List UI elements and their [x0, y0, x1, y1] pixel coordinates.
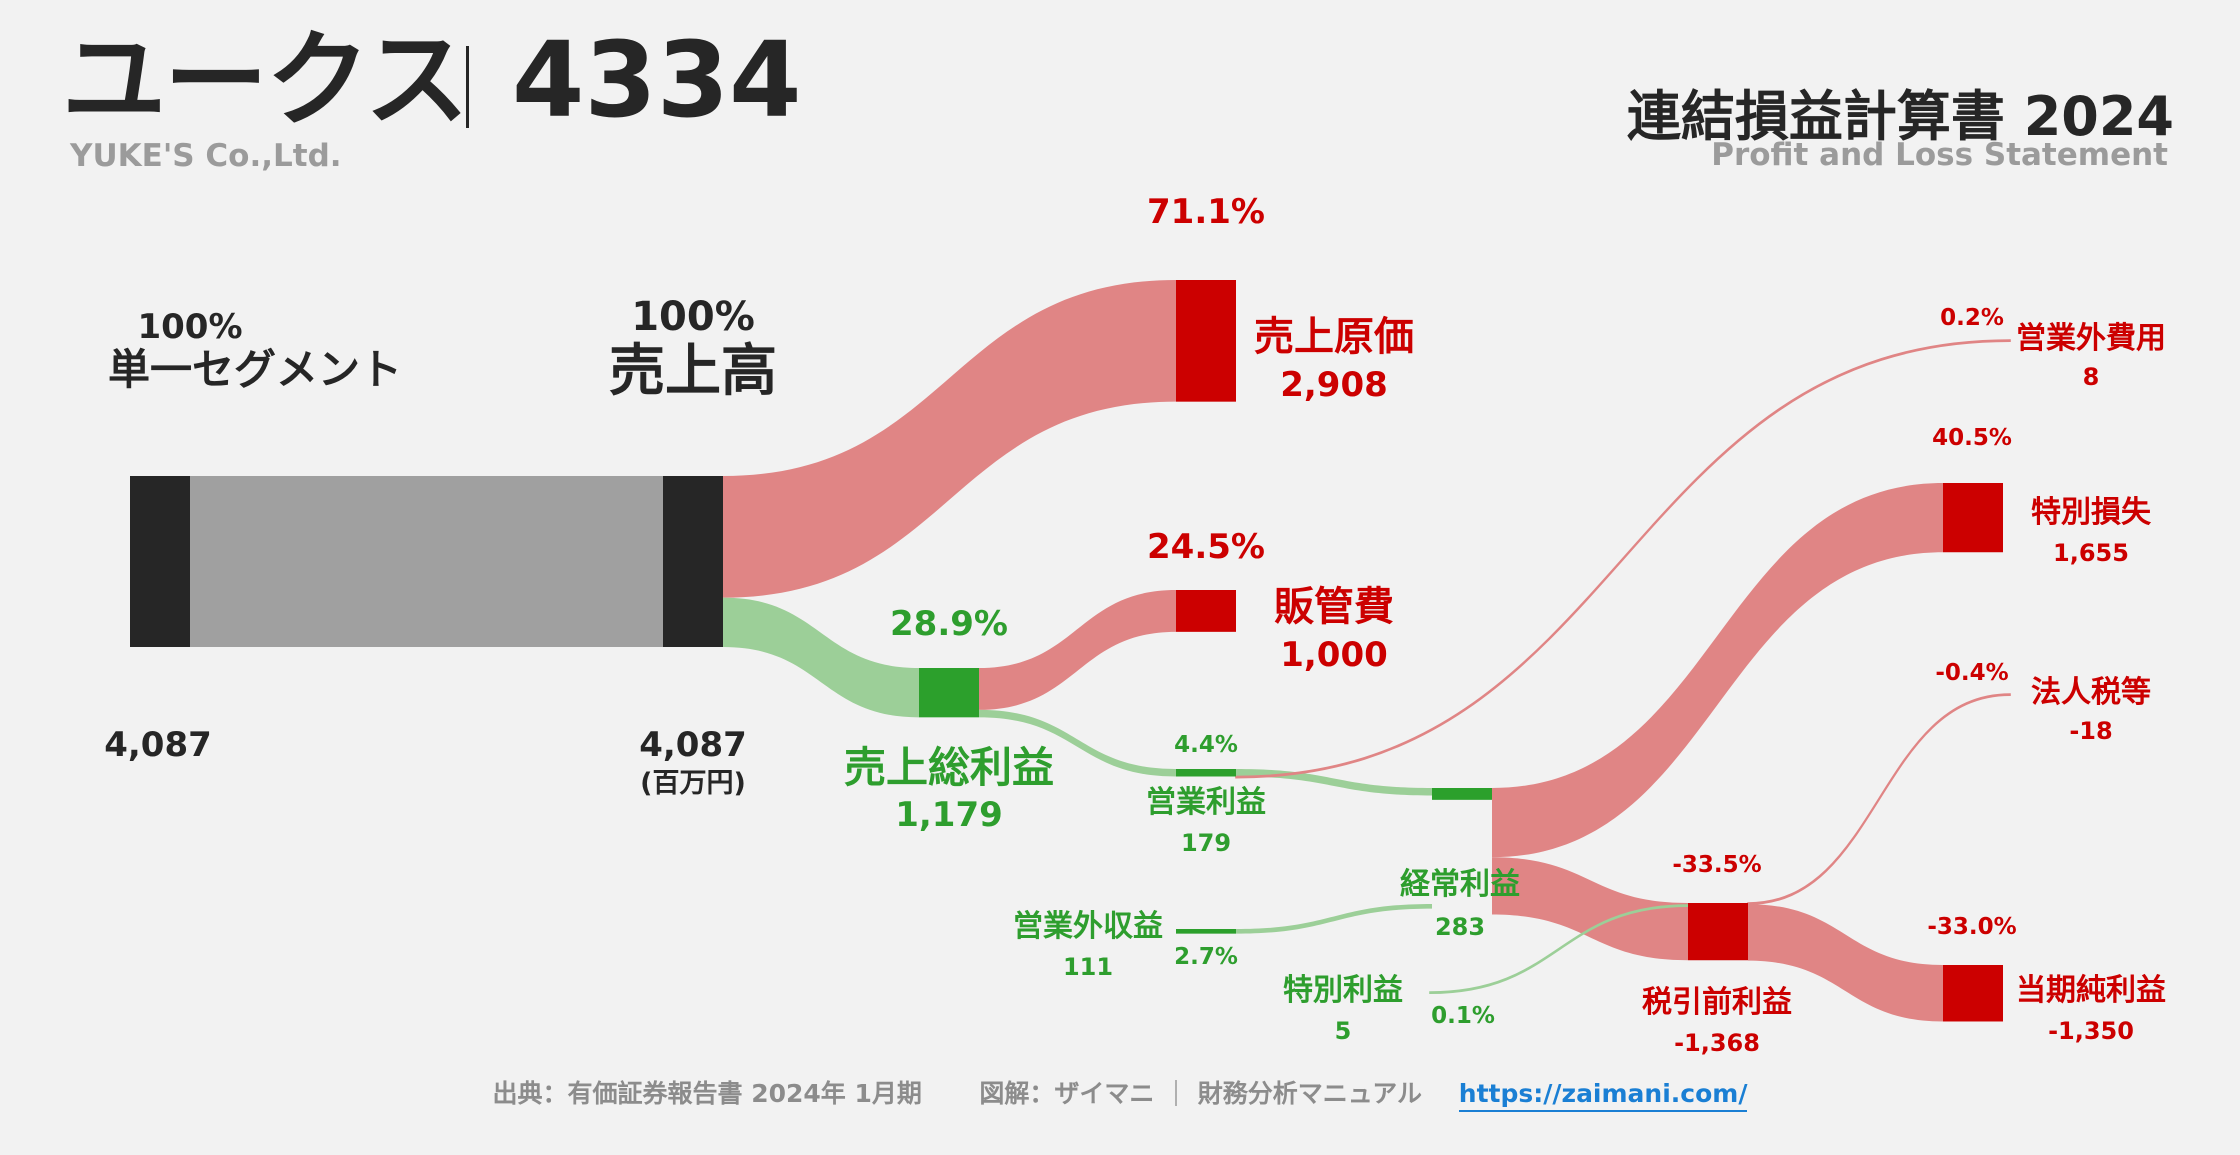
segment-value-label: 4,087 [104, 725, 212, 765]
nonop-expense-value-label: 8 [2082, 363, 2100, 391]
segment-percent-label: 100% [137, 307, 243, 347]
sga-percent-label: 24.5% [1147, 527, 1265, 567]
flow-gross-to-sga [979, 590, 1176, 710]
special-loss-percent-label: 40.5% [1932, 425, 2012, 451]
bar-segment [130, 476, 190, 647]
net-percent-label: -33.0% [1927, 914, 2017, 940]
cogs-percent-label: 71.1% [1147, 192, 1265, 232]
flow-revenue-to-gross [723, 597, 919, 718]
special-income-name-label: 特別利益 [1283, 973, 1403, 1008]
stock-code: 4334 [512, 19, 802, 141]
special-loss-value-label: 1,655 [2053, 539, 2129, 567]
unit-label: (百万円) [640, 768, 746, 799]
revenue-percent-label: 100% [631, 294, 755, 340]
footer: 出典：有価証券報告書 2024年 1月期 図解：ザイマニ 財務分析マニュアル h… [0, 1074, 2240, 1112]
revenue-value-label: 4,087 [639, 725, 747, 765]
pretax-value-label: -1,368 [1674, 1029, 1760, 1057]
bar-op [1176, 769, 1236, 777]
special-income-value-label: 5 [1334, 1017, 1352, 1045]
company-name: ユークス [62, 19, 469, 141]
flow-segment-to-revenue [190, 476, 663, 647]
special-income-percent-label: 0.1% [1431, 1003, 1495, 1029]
flow-revenue-to-cogs [723, 280, 1176, 598]
company-name-en: YUKE'S Co.,Ltd. [70, 138, 342, 174]
flow-pretax-to-tax [1747, 693, 2011, 906]
ordinary-value-label: 283 [1434, 913, 1486, 941]
revenue-name-label: 売上高 [609, 339, 777, 404]
footer-site-name: 財務分析マニュアル [1197, 1079, 1423, 1108]
flow-ordinary-to-pretax [1492, 857, 1688, 961]
bar-sga [1176, 590, 1236, 632]
gross-name-label: 売上総利益 [843, 743, 1055, 792]
nonop-expense-name-label: 営業外費用 [2016, 321, 2166, 356]
nonop-expense-percent-label: 0.2% [1940, 305, 2004, 331]
bar-pretax [1688, 903, 1748, 961]
net-value-label: -1,350 [2048, 1017, 2134, 1045]
nonop-income-name-label: 営業外収益 [1013, 909, 1163, 944]
gross-percent-label: 28.9% [890, 604, 1008, 644]
pretax-name-label: 税引前利益 [1642, 985, 1792, 1020]
nonop-income-percent-label: 2.7% [1174, 944, 1238, 970]
cogs-name-label: 売上原価 [1254, 314, 1414, 360]
tax-percent-label: -0.4% [1935, 660, 2009, 686]
ordinary-name-label: 経常利益 [1400, 867, 1520, 902]
flow-nonop_inc-to-ordinary [1236, 904, 1432, 934]
nonop-income-value-label: 111 [1062, 953, 1114, 981]
footer-credit: 図解：ザイマニ [979, 1079, 1155, 1108]
bar-revenue [663, 476, 723, 647]
flow-ordinary-to-special_loss [1492, 483, 1943, 858]
op-percent-label: 4.4% [1174, 732, 1238, 758]
flow-gross-to-op [979, 709, 1176, 777]
net-name-label: 当期純利益 [2016, 973, 2166, 1008]
bar-net [1943, 965, 2003, 1022]
bar-gross [919, 668, 979, 718]
tax-name-label: 法人税等 [2031, 675, 2151, 710]
tax-value-label: -18 [2069, 717, 2113, 745]
gross-value-label: 1,179 [895, 795, 1003, 835]
chart-title-en: Profit and Loss Statement [1711, 137, 2168, 173]
special-loss-name-label: 特別損失 [2031, 495, 2151, 530]
footer-url-link[interactable]: https://zaimani.com/ [1458, 1079, 1748, 1112]
pretax-percent-label: -33.5% [1672, 852, 1762, 878]
bar-ordinary [1432, 788, 1492, 800]
bar-nonop_inc [1176, 929, 1236, 934]
footer-source: 出典：有価証券報告書 2024年 1月期 [492, 1079, 922, 1108]
flow-pretax-to-net [1748, 904, 1943, 1022]
flow-op-to-nonop_exp [1235, 339, 2011, 779]
footer-separator [1175, 1080, 1178, 1106]
op-name-label: 営業利益 [1146, 785, 1266, 820]
bar-cogs [1176, 280, 1236, 402]
bar-special_loss [1943, 483, 2003, 553]
op-value-label: 179 [1180, 829, 1232, 857]
header-divider [466, 46, 469, 128]
chart-title: 連結損益計算書 2024 [1626, 85, 2174, 148]
cogs-value-label: 2,908 [1280, 365, 1388, 405]
sga-name-label: 販管費 [1274, 584, 1394, 630]
segment-name-label: 単一セグメント [107, 345, 403, 394]
sga-value-label: 1,000 [1280, 635, 1388, 675]
